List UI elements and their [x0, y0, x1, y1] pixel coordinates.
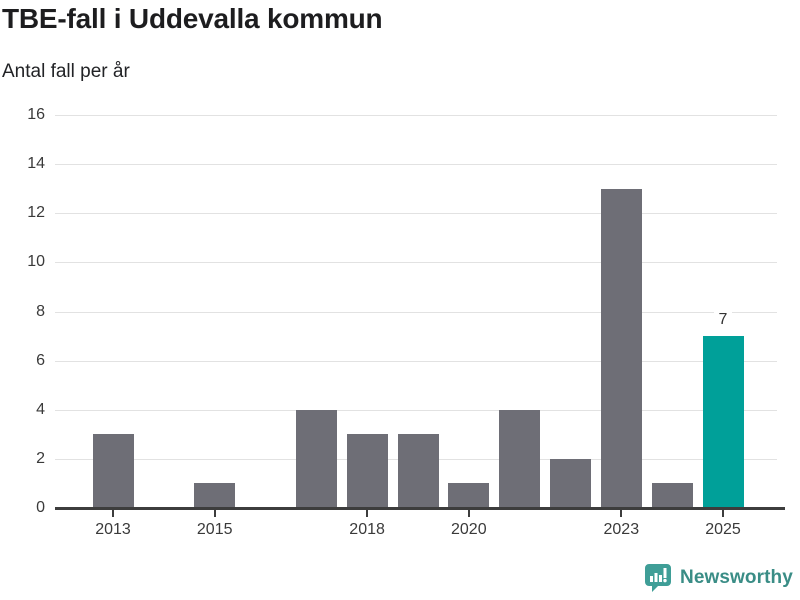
x-axis-label-2013: 2013: [95, 521, 131, 538]
x-axis-tick-2013: [112, 510, 114, 517]
gridline-y-14: [55, 164, 777, 166]
gridline-y-4: [55, 409, 777, 411]
bar-2015: [194, 483, 236, 508]
bar-2020: [448, 483, 490, 508]
chart-title: TBE-fall i Uddevalla kommun: [2, 3, 383, 34]
bar-2021: [499, 409, 541, 509]
y-axis-label-6: 6: [36, 351, 45, 369]
bar-value-label-2025: 7: [703, 308, 743, 332]
newsworthy-speech-bubble-chart-icon: [645, 564, 671, 592]
bar-2024: [651, 483, 693, 508]
y-axis-label-10: 10: [27, 253, 45, 271]
newsworthy-logo: Newsworthy: [644, 563, 793, 593]
x-axis-label-2018: 2018: [349, 521, 385, 538]
gridline-y-12: [55, 213, 777, 215]
newsworthy-brand-text: Newsworthy: [680, 567, 793, 588]
bar-2017: [295, 409, 337, 509]
x-axis-tick-2025: [722, 510, 724, 517]
x-axis-label-2025: 2025: [705, 521, 741, 538]
chart-subtitle: Antal fall per år: [2, 61, 130, 82]
gridline-y-6: [55, 360, 777, 362]
y-axis-label-4: 4: [36, 400, 45, 418]
bar-2023: [600, 188, 642, 508]
gridline-y-16: [55, 115, 777, 116]
x-axis-tick-2023: [620, 510, 623, 517]
gridline-y-10: [55, 262, 777, 264]
y-axis-label-0: 0: [36, 499, 45, 516]
gridline-y-8: [55, 311, 777, 313]
x-axis-label-2023: 2023: [603, 521, 640, 538]
y-axis-label-14: 14: [27, 155, 45, 173]
x-axis-tick-2015: [213, 510, 216, 517]
y-axis-label-12: 12: [27, 204, 45, 222]
bar-2022: [550, 458, 591, 508]
y-axis-label-8: 8: [36, 302, 45, 320]
x-axis-label-2020: 2020: [451, 521, 487, 538]
bar-2018: [346, 434, 388, 508]
bar-2019: [397, 434, 439, 508]
bar-2013: [92, 434, 134, 508]
x-axis-label-2015: 2015: [196, 521, 233, 538]
y-axis-label-2: 2: [36, 449, 45, 467]
x-axis-tick-2018: [366, 510, 369, 517]
x-axis-line: [55, 507, 785, 510]
bar-2025: [702, 336, 744, 508]
x-axis-tick-2020: [467, 510, 470, 517]
y-axis-label-16: 16: [27, 106, 45, 123]
